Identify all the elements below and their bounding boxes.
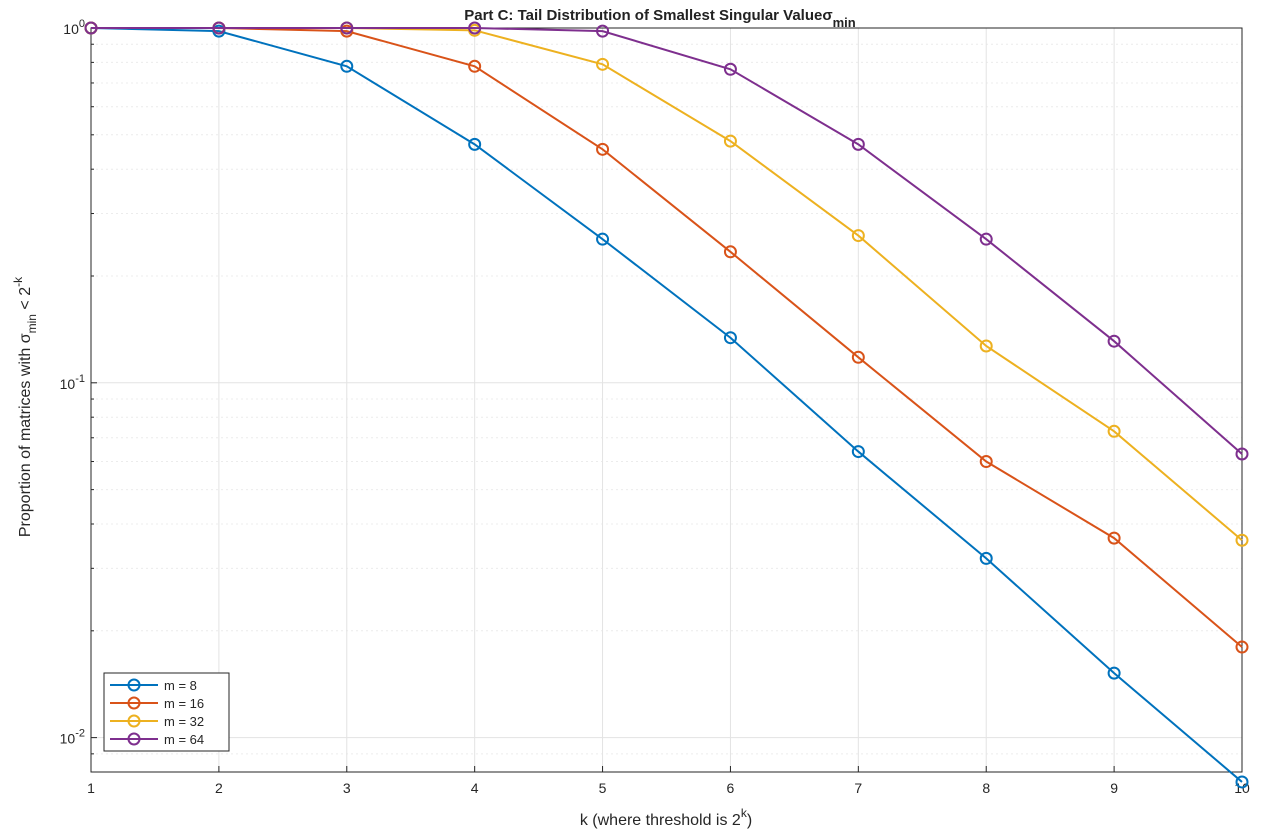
data-point (340, 21, 354, 35)
y-tick-label: 10-1 (60, 373, 85, 392)
data-point (1107, 424, 1121, 438)
data-point (1235, 775, 1249, 789)
y-axis-label-subscript: min (25, 314, 39, 333)
y-tick-label: 10-2 (60, 728, 85, 747)
data-point (596, 57, 610, 71)
x-tick-label: 5 (599, 780, 607, 796)
data-point (340, 59, 354, 73)
y-tick-label: 100 (63, 18, 85, 37)
data-point (723, 62, 737, 76)
legend: m = 8 m = 16 m = 32 m = 64 (103, 672, 230, 752)
minor-gridlines (91, 43, 1242, 773)
chart-title-subscript: min (833, 15, 856, 30)
x-axis-label-sup: k (741, 806, 748, 820)
legend-swatch-marker (127, 714, 141, 728)
legend-label: m = 64 (164, 732, 204, 747)
data-point (851, 445, 865, 459)
data-point (596, 232, 610, 246)
data-point (84, 21, 98, 35)
y-axis-label-sup: -k (11, 276, 25, 287)
plot-area (90, 27, 1243, 773)
legend-label: m = 16 (164, 696, 204, 711)
y-tick-base: 10 (60, 731, 76, 747)
legend-swatch-marker (127, 732, 141, 746)
data-point (596, 24, 610, 38)
y-tick-base: 10 (60, 376, 76, 392)
x-tick-label: 1 (87, 780, 95, 796)
series-line (90, 27, 1243, 783)
legend-item: m = 32 (110, 714, 204, 729)
data-point (979, 232, 993, 246)
y-axis-label-text: Proportion of matrices with (17, 343, 34, 537)
data-point (1235, 533, 1249, 547)
series-4 (84, 21, 1249, 461)
x-axis-ticks: 1 2 3 4 5 6 7 8 9 10 (87, 766, 1250, 796)
data-point (851, 137, 865, 151)
legend-swatch-marker (127, 696, 141, 710)
y-axis-label-symbol: σ (17, 333, 34, 343)
x-tick-label: 8 (982, 780, 990, 796)
y-tick-exponent: 0 (79, 18, 85, 30)
data-point (979, 339, 993, 353)
y-tick-exponent: -2 (75, 728, 85, 740)
x-tick-label: 9 (1110, 780, 1118, 796)
data-point (723, 134, 737, 148)
data-point (851, 229, 865, 243)
series-line (91, 27, 1243, 648)
chart-title: Part C: Tail Distribution of Smallest Si… (464, 7, 856, 30)
legend-item: m = 64 (110, 732, 204, 747)
data-point (212, 21, 226, 35)
data-point (1107, 666, 1121, 680)
data-point (723, 245, 737, 259)
data-point (979, 551, 993, 565)
legend-label: m = 32 (164, 714, 204, 729)
data-point (468, 59, 482, 73)
legend-item: m = 8 (110, 678, 197, 693)
x-tick-label: 4 (471, 780, 479, 796)
data-point (723, 331, 737, 345)
data-point (1235, 447, 1249, 461)
x-axis-label: k (where threshold is 2k) (580, 806, 752, 829)
x-tick-label: 7 (854, 780, 862, 796)
data-point (851, 350, 865, 364)
chart-title-symbol: σ (822, 7, 832, 24)
x-tick-label: 3 (343, 780, 351, 796)
legend-swatch-marker (127, 678, 141, 692)
chart-title-text: Part C: Tail Distribution of Smallest Si… (464, 7, 822, 24)
data-point (1235, 640, 1249, 654)
data-point (468, 21, 482, 35)
legend-item: m = 16 (110, 696, 204, 711)
y-axis-label: Proportion of matrices with σmin < 2-k (11, 276, 39, 537)
y-tick-base: 10 (63, 21, 79, 37)
x-axis-label-end: ) (747, 812, 752, 829)
data-point (979, 455, 993, 469)
data-point (1107, 531, 1121, 545)
data-point (596, 142, 610, 156)
data-point (468, 137, 482, 151)
data-point (1107, 334, 1121, 348)
legend-label: m = 8 (164, 678, 197, 693)
series-layer (84, 21, 1249, 789)
y-axis-label-mid: < 2 (17, 287, 34, 314)
x-tick-label: 6 (727, 780, 735, 796)
x-tick-label: 2 (215, 780, 223, 796)
x-axis-label-text: k (where threshold is 2 (580, 812, 741, 829)
y-tick-exponent: -1 (75, 373, 85, 385)
series-line (91, 27, 1243, 455)
